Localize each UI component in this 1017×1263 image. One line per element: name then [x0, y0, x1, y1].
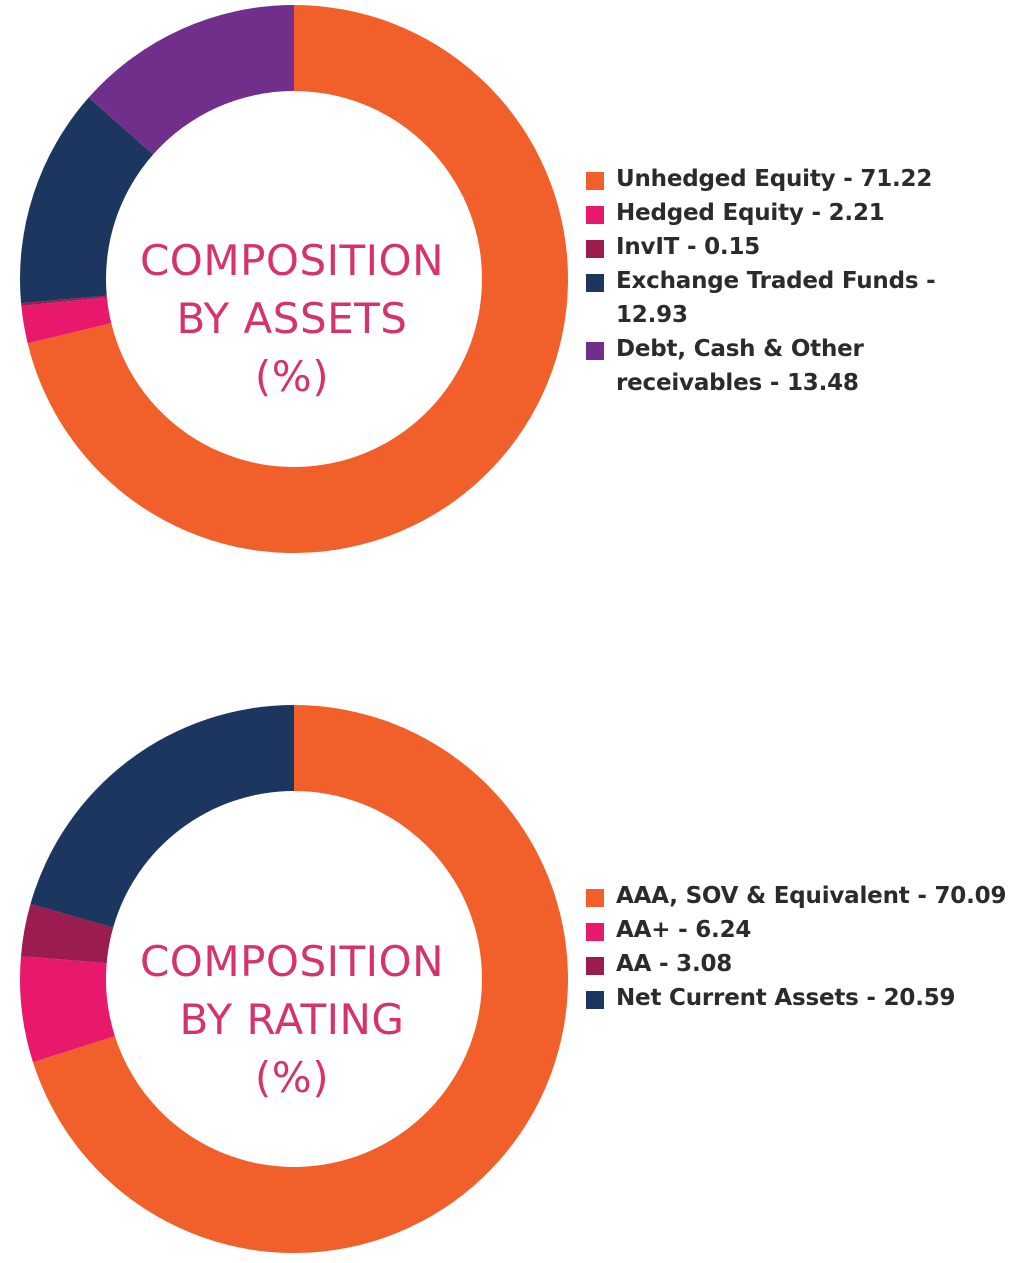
rating-title-line-1: COMPOSITION [139, 937, 445, 986]
assets-title-line-1: COMPOSITION [139, 236, 445, 285]
legend-swatch [586, 991, 604, 1009]
rating-title-line-2: BY RATING [179, 995, 405, 1044]
rating-donut [20, 705, 568, 1253]
legend-item-debt-cash-other: Debt, Cash & Other receivables - 13.48 [586, 332, 1014, 400]
rating-legend: AAA, SOV & Equivalent - 70.09 AA+ - 6.24… [586, 879, 1014, 1015]
legend-swatch [586, 889, 604, 907]
slice-aaa-sov-equivalent [32, 705, 568, 1253]
legend-label: AA+ - 6.24 [616, 917, 752, 943]
assets-legend: Unhedged Equity - 71.22 Hedged Equity - … [586, 162, 1014, 400]
legend-label: Exchange Traded Funds - 12.93 [616, 268, 936, 328]
rating-title-line-3: (%) [254, 1053, 330, 1102]
legend-label: Net Current Assets - 20.59 [616, 985, 956, 1011]
legend-label: InvIT - 0.15 [616, 234, 761, 260]
legend-label: Unhedged Equity - 71.22 [616, 166, 933, 192]
legend-label: AAA, SOV & Equivalent - 70.09 [616, 883, 1007, 909]
legend-swatch [586, 206, 604, 224]
slice-invit [21, 295, 107, 306]
slice-unhedged-equity [27, 5, 569, 553]
legend-swatch [586, 274, 604, 292]
assets-title-line-3: (%) [254, 352, 330, 401]
slice-exchange-traded-funds [19, 97, 154, 304]
legend-item-net-current-assets: Net Current Assets - 20.59 [586, 981, 1014, 1015]
slice-hedged-equity [21, 297, 112, 344]
legend-item-aa-plus: AA+ - 6.24 [586, 913, 1014, 947]
slice-debt-cash-other-receivables [88, 5, 294, 155]
legend-swatch [586, 240, 604, 258]
legend-item-aaa-sov: AAA, SOV & Equivalent - 70.09 [586, 879, 1014, 913]
composition-by-assets-chart: COMPOSITION BY ASSETS (%) Unhedged Equit… [0, 0, 1017, 600]
legend-swatch [586, 923, 604, 941]
rating-center-title: COMPOSITION BY RATING (%) [112, 933, 472, 1107]
assets-donut [19, 5, 569, 553]
slice-aa [20, 956, 115, 1063]
assets-title-line-2: BY ASSETS [176, 294, 408, 343]
slice-aa [20, 904, 114, 964]
composition-by-rating-chart: COMPOSITION BY RATING (%) AAA, SOV & Equ… [0, 700, 1017, 1263]
legend-item-aa: AA - 3.08 [586, 947, 1014, 981]
legend-item-invit: InvIT - 0.15 [586, 230, 1014, 264]
slice-net-current-assets [30, 705, 294, 928]
legend-label: Debt, Cash & Other receivables - 13.48 [616, 336, 864, 396]
legend-swatch [586, 342, 604, 360]
legend-item-unhedged-equity: Unhedged Equity - 71.22 [586, 162, 1014, 196]
legend-swatch [586, 172, 604, 190]
legend-label: Hedged Equity - 2.21 [616, 200, 885, 226]
legend-swatch [586, 957, 604, 975]
legend-item-exchange-traded-funds: Exchange Traded Funds - 12.93 [586, 264, 1014, 332]
legend-label: AA - 3.08 [616, 951, 733, 977]
legend-item-hedged-equity: Hedged Equity - 2.21 [586, 196, 1014, 230]
assets-center-title: COMPOSITION BY ASSETS (%) [112, 232, 472, 406]
